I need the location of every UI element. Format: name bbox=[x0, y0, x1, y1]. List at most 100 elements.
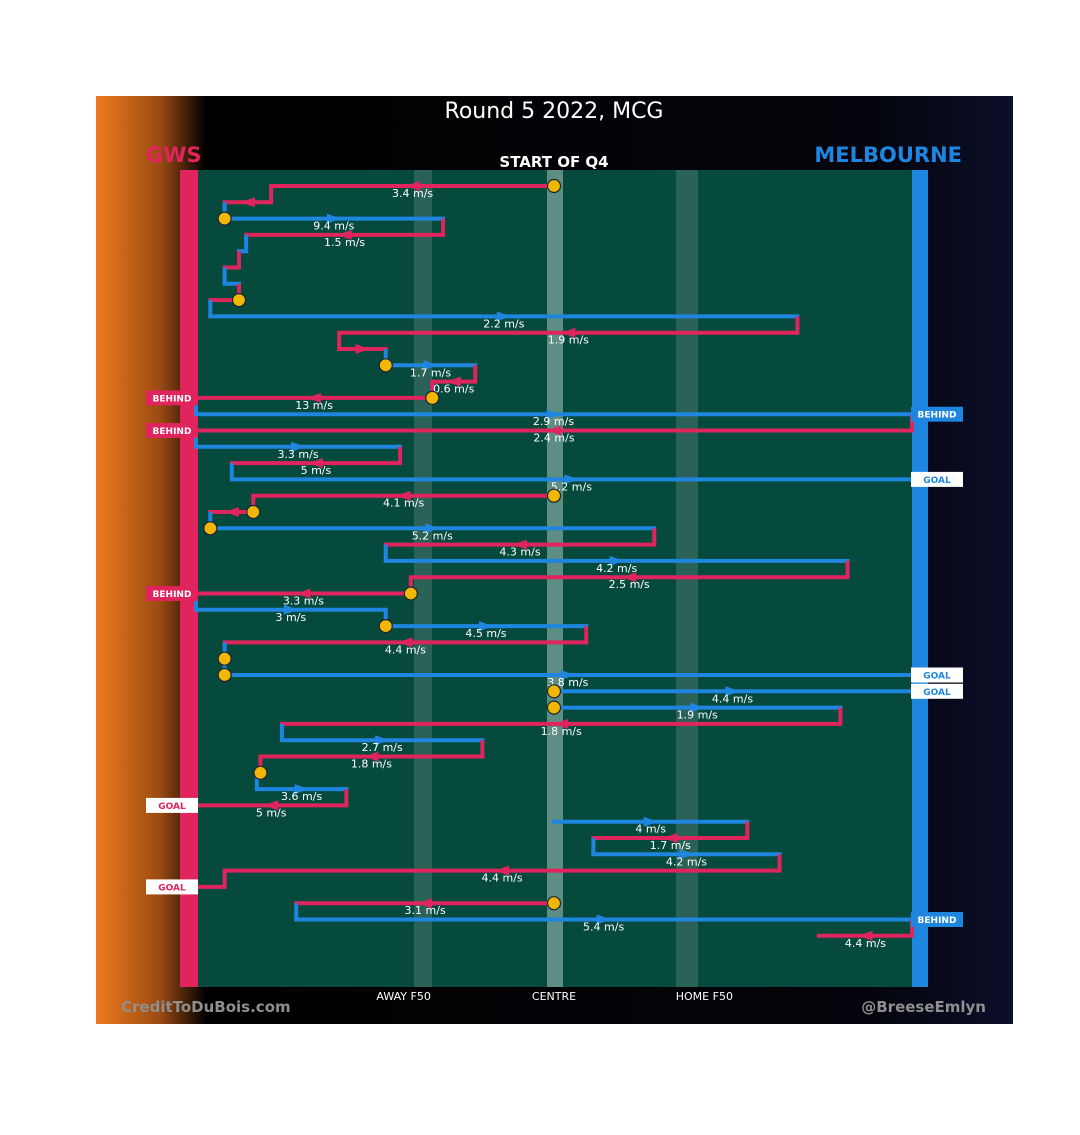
speed-label: 2.7 m/s bbox=[362, 741, 403, 754]
x-tick-label: AWAY F50 bbox=[376, 990, 430, 1003]
chain-arrow bbox=[478, 621, 493, 632]
score-badge bbox=[146, 586, 198, 601]
speed-label: 4.4 m/s bbox=[712, 692, 753, 705]
chain-arrow bbox=[375, 735, 390, 746]
x-axis-ticks: AWAY F50 CENTRE HOME F50 bbox=[376, 990, 733, 1003]
speed-label: 3.6 m/s bbox=[281, 790, 322, 803]
chain-arrow bbox=[564, 474, 579, 485]
speed-label: 1.5 m/s bbox=[324, 236, 365, 249]
start-marker bbox=[378, 618, 393, 634]
speed-label: 13 m/s bbox=[295, 399, 333, 412]
score-badge-label: GOAL bbox=[923, 688, 951, 698]
x-tick-label: HOME F50 bbox=[676, 990, 733, 1003]
speed-label: 2.4 m/s bbox=[533, 432, 574, 445]
chain-arrow bbox=[418, 898, 433, 909]
score-badge bbox=[146, 390, 198, 406]
chain-arrow bbox=[294, 784, 309, 795]
speed-label: 0.6 m/s bbox=[433, 383, 474, 396]
chain-arrow bbox=[446, 376, 461, 387]
chain-arrow bbox=[561, 327, 576, 338]
chart-frame: Round 5 2022, MCG START OF Q4 GWS MELBOU… bbox=[96, 96, 1013, 1024]
chain-arrow bbox=[554, 718, 569, 729]
speed-label: 1.9 m/s bbox=[677, 709, 718, 722]
chain-arrow bbox=[224, 507, 239, 517]
speed-label: 2.2 m/s bbox=[483, 317, 524, 330]
chart-svg: Round 5 2022, MCG START OF Q4 GWS MELBOU… bbox=[96, 96, 1013, 1024]
chain-arrow bbox=[496, 311, 511, 322]
speed-label: 1.7 m/s bbox=[650, 839, 691, 852]
speed-label: 4 m/s bbox=[635, 823, 666, 836]
chain-arrow bbox=[725, 686, 740, 697]
speed-label: 9.4 m/s bbox=[313, 220, 354, 233]
start-marker bbox=[246, 504, 261, 520]
chain-arrow bbox=[512, 539, 527, 550]
start-marker bbox=[203, 521, 218, 536]
speed-labels: 3.4 m/s 9.4 m/s 1.5 m/s 2.2 m/s 1.9 m/s 1.7 m… bbox=[256, 187, 886, 950]
chain-arrow bbox=[283, 604, 298, 615]
speed-label: 1.8 m/s bbox=[541, 725, 582, 738]
score-badge-label: GOAL bbox=[923, 672, 951, 682]
score-badge-label: BEHIND bbox=[918, 916, 957, 926]
start-marker bbox=[378, 358, 393, 373]
chain-arrow bbox=[546, 409, 561, 420]
start-marker bbox=[546, 700, 562, 715]
score-badge bbox=[146, 797, 198, 813]
chart-subtitle: START OF Q4 bbox=[499, 153, 608, 171]
chain-arrow bbox=[240, 197, 255, 208]
speed-label: 5.2 m/s bbox=[551, 480, 592, 493]
chain-arrow bbox=[560, 670, 575, 680]
start-marker bbox=[231, 293, 247, 308]
speed-label: 4.4 m/s bbox=[385, 643, 426, 656]
left-team-name: GWS bbox=[146, 143, 202, 167]
speed-label: 5.4 m/s bbox=[583, 921, 624, 934]
speed-label: 4.2 m/s bbox=[596, 562, 637, 575]
speed-label: 3 m/s bbox=[276, 611, 307, 624]
chain-arrow bbox=[291, 441, 306, 452]
start-marker bbox=[217, 651, 232, 666]
score-badge bbox=[146, 423, 198, 438]
score-badge bbox=[911, 406, 963, 422]
speed-label: 4.1 m/s bbox=[383, 497, 424, 510]
speed-label: 3.3 m/s bbox=[283, 595, 324, 608]
speed-label: 2.9 m/s bbox=[533, 415, 574, 428]
score-badge-label: GOAL bbox=[158, 802, 186, 812]
chain-arrow bbox=[264, 800, 279, 811]
chain-arrow bbox=[398, 637, 413, 648]
chain-arrow bbox=[547, 425, 561, 436]
speed-label: 4.4 m/s bbox=[845, 937, 886, 950]
score-badge bbox=[911, 667, 963, 683]
start-marker bbox=[546, 684, 562, 699]
speed-label: 5 m/s bbox=[256, 806, 287, 819]
chain-arrow bbox=[396, 490, 411, 501]
chain-arrow bbox=[663, 833, 678, 843]
chain-arrow bbox=[622, 572, 637, 583]
chain-arrow bbox=[679, 849, 694, 860]
chain-arrow bbox=[296, 588, 311, 599]
chain-arrow bbox=[858, 930, 873, 941]
speed-label: 1.9 m/s bbox=[548, 334, 589, 347]
score-badge-label: BEHIND bbox=[918, 411, 957, 421]
x-tick-label: CENTRE bbox=[532, 990, 576, 1003]
score-badge bbox=[911, 912, 963, 927]
chain-arrow bbox=[423, 360, 438, 371]
chain-arrow bbox=[495, 865, 510, 876]
speed-label: 1.7 m/s bbox=[410, 366, 451, 379]
chain-arrow bbox=[425, 523, 440, 534]
chain-arrow bbox=[405, 181, 420, 191]
score-badge bbox=[911, 683, 963, 699]
score-badge-label: BEHIND bbox=[153, 590, 192, 600]
speed-label: 3.1 m/s bbox=[405, 904, 446, 917]
speed-label: 4.3 m/s bbox=[499, 546, 540, 559]
start-marker bbox=[403, 586, 418, 601]
speed-label: 2.5 m/s bbox=[609, 578, 650, 591]
start-marker bbox=[546, 896, 562, 911]
speed-label: 1.8 m/s bbox=[351, 758, 392, 771]
right-team-name: MELBOURNE bbox=[814, 143, 962, 167]
speed-label: 4.5 m/s bbox=[465, 627, 506, 640]
score-badge-label: GOAL bbox=[158, 883, 186, 893]
score-badge-label: BEHIND bbox=[153, 427, 192, 437]
speed-label: 5 m/s bbox=[301, 464, 332, 477]
chain-arrow bbox=[307, 392, 322, 403]
score-badge-label: GOAL bbox=[923, 476, 951, 486]
credit-left: CreditToDuBois.com bbox=[121, 998, 291, 1016]
